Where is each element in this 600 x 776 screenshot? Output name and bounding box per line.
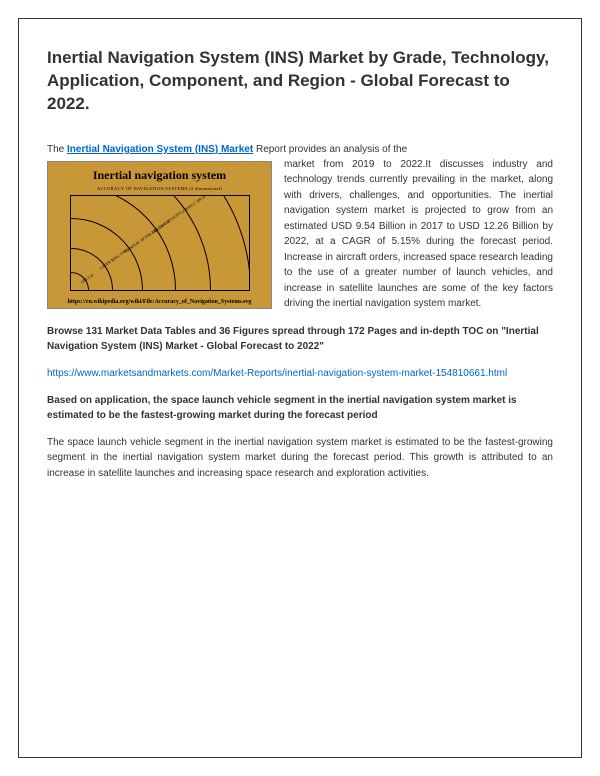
intro-paragraph: The Inertial Navigation System (INS) Mar…: [47, 142, 553, 157]
intro-prefix: The: [47, 144, 67, 155]
body-content: The Inertial Navigation System (INS) Mar…: [47, 142, 553, 482]
market-link[interactable]: Inertial Navigation System (INS) Market: [67, 144, 253, 155]
figure-chart: OMEGA 2200 mLORAN-C 180 mDECCA 4 DEVICES…: [70, 195, 250, 291]
figure-url: https://en.wikipedia.org/wiki/File:Accur…: [48, 299, 271, 305]
page-border: Inertial Navigation System (INS) Market …: [18, 18, 582, 758]
intro-suffix: Report provides an analysis of the: [253, 144, 407, 155]
report-url[interactable]: https://www.marketsandmarkets.com/Market…: [47, 366, 553, 381]
application-heading: Based on application, the space launch v…: [47, 393, 553, 423]
paragraph-2: The space launch vehicle segment in the …: [47, 435, 553, 482]
figure-subtitle: ACCURACY OF NAVIGATION SYSTEMS (2 dimens…: [48, 186, 271, 191]
figure-title: Inertial navigation system: [48, 168, 271, 183]
inline-figure: Inertial navigation system ACCURACY OF N…: [47, 161, 272, 309]
browse-heading: Browse 131 Market Data Tables and 36 Fig…: [47, 324, 553, 354]
page-title: Inertial Navigation System (INS) Market …: [47, 47, 553, 116]
